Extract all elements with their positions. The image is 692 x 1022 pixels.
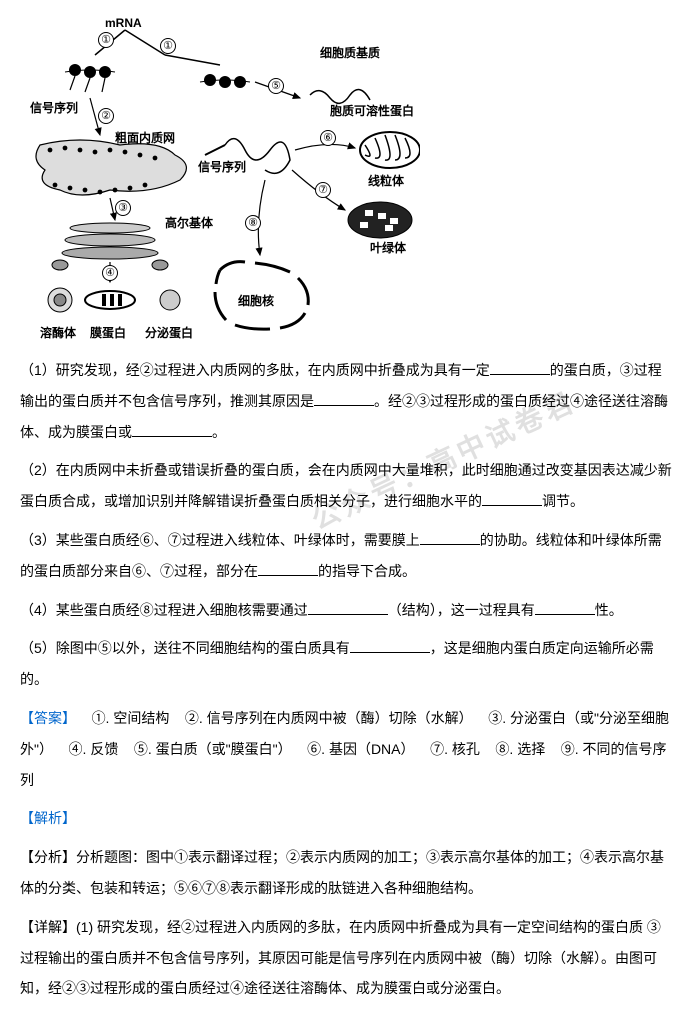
blank-4-1 [308,598,388,615]
q4-text-c: 性。 [595,602,623,618]
circle-3: ③ [115,200,131,216]
ans-5: ⑤. 蛋白质（或"膜蛋白"） [134,741,292,757]
analysis-label: 【解析】 [20,810,76,826]
ans-4: ④. 反馈 [69,741,119,757]
label-soluble: 胞质可溶性蛋白 [330,98,414,124]
q1-text-d: 。 [212,424,226,440]
circle-1b: ① [160,38,176,54]
q2-text-b: 调节。 [542,493,584,509]
label-er: 粗面内质网 [115,125,175,151]
analysis-label-line: 【解析】 [20,803,672,834]
ans-8: ⑧. 选择 [495,741,545,757]
label-chloro: 叶绿体 [370,235,406,261]
label-cytoplasm: 细胞质基质 [320,40,380,66]
q3-text-a: （3）某些蛋白质经⑥、⑦过程进入线粒体、叶绿体时，需要膜上 [20,532,420,548]
protein-transport-diagram: mRNA 细胞质基质 信号序列 信号序列 粗面内质网 胞质可溶性蛋白 线粒体 叶… [20,10,420,340]
label-mito: 线粒体 [368,168,404,194]
blank-1-3 [132,420,212,437]
circle-5: ⑤ [268,78,284,94]
question-5: （5）除图中⑤以外，送往不同细胞结构的蛋白质具有，这是细胞内蛋白质定向运输所必需… [20,633,672,695]
blank-1-1 [490,358,550,375]
label-nucleus: 细胞核 [238,288,274,314]
q1-text-a: （1）研究发现，经②过程进入内质网的多肽，在内质网中折叠成为具有一定 [20,362,490,378]
ans-1: ①. 空间结构 [92,710,170,726]
ans-7: ⑦. 核孔 [430,741,480,757]
answer-block: 【答案】 ①. 空间结构 ②. 信号序列在内质网中被（酶）切除（水解） ③. 分… [20,703,672,795]
label-lyso: 溶酶体 [40,320,76,346]
blank-5-1 [350,637,430,654]
circle-1: ① [98,32,114,48]
question-4: （4）某些蛋白质经⑧过程进入细胞核需要通过 （结构），这一过程具有 性。 [20,595,672,626]
circle-6: ⑥ [320,130,336,146]
label-secretory: 分泌蛋白 [145,320,193,346]
ans-2: ②. 信号序列在内质网中被（酶）切除（水解） [185,710,473,726]
question-1: （1）研究发现，经②过程进入内质网的多肽，在内质网中折叠成为具有一定的蛋白质，③… [20,355,672,447]
xiangjie-label: 【详解】 [20,919,76,935]
xiangjie-block: 【详解】(1) 研究发现，经②过程进入内质网的多肽，在内质网中折叠成为具有一定空… [20,912,672,1004]
blank-3-1 [420,528,480,545]
ans-6: ⑥. 基因（DNA） [307,741,414,757]
xiangjie-text: (1) 研究发现，经②过程进入内质网的多肽，在内质网中折叠成为具有一定空间结构的… [20,919,661,997]
circle-2: ② [98,108,114,124]
label-signal-left: 信号序列 [30,95,78,121]
label-golgi: 高尔基体 [165,210,213,236]
blank-4-2 [535,598,595,615]
fenxi-block: 【分析】分析题图：图中①表示翻译过程；②表示内质网的加工；③表示高尔基体的加工；… [20,842,672,904]
q5-text-a: （5）除图中⑤以外，送往不同细胞结构的蛋白质具有 [20,640,350,656]
q4-text-b: （结构），这一过程具有 [388,602,535,618]
q4-text-a: （4）某些蛋白质经⑧过程进入细胞核需要通过 [20,602,308,618]
label-signal-mid: 信号序列 [198,154,246,180]
circle-4: ④ [102,265,118,281]
question-2: （2）在内质网中未折叠或错误折叠的蛋白质，会在内质网中大量堆积，此时细胞通过改变… [20,455,672,517]
circle-7: ⑦ [315,182,331,198]
answer-label: 【答案】 [20,710,76,726]
q3-text-c: 的指导下合成。 [318,563,416,579]
circle-8: ⑧ [245,215,261,231]
question-3: （3）某些蛋白质经⑥、⑦过程进入线粒体、叶绿体时，需要膜上的协助。线粒体和叶绿体… [20,525,672,587]
blank-1-2 [314,389,374,406]
label-membrane: 膜蛋白 [90,320,126,346]
blank-3-2 [258,559,318,576]
fenxi-label: 【分析】 [20,849,76,865]
blank-2-1 [482,489,542,506]
fenxi-text: 分析题图：图中①表示翻译过程；②表示内质网的加工；③表示高尔基体的加工；④表示高… [20,849,664,896]
